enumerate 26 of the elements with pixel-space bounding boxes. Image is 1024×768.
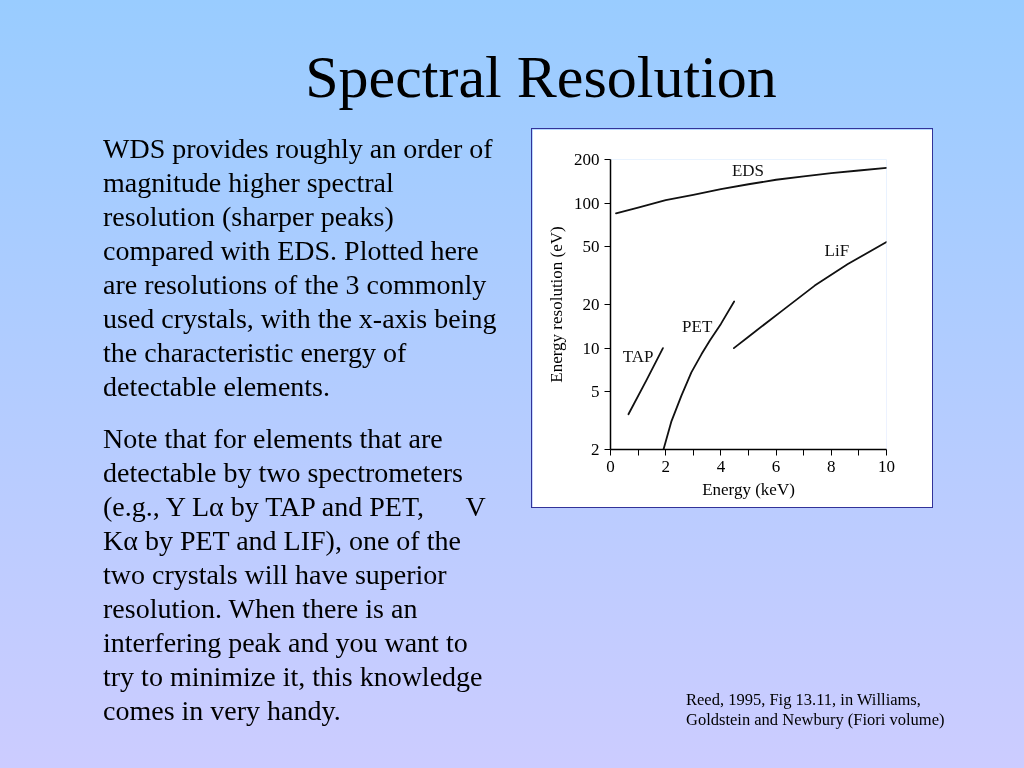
y-tick-label: 20 — [582, 295, 600, 314]
x-tick-label: 2 — [661, 456, 670, 476]
x-tick-label: 10 — [878, 456, 895, 476]
y-tick-label: 100 — [574, 193, 600, 213]
x-tick-label: 0 — [606, 456, 615, 476]
x-tick-label: 6 — [771, 456, 781, 476]
y-tick-label: 2 — [591, 440, 600, 459]
series-label: TAP — [622, 346, 654, 366]
x-tick-label: 8 — [827, 456, 836, 476]
y-tick-label: 200 — [574, 150, 600, 169]
line-series — [662, 300, 736, 450]
chart-title: Spectral Resolution — [304, 43, 778, 112]
x-axis-title: Energy (keV) — [702, 479, 795, 499]
x-tick-label: 4 — [716, 456, 726, 476]
text: Reed, 1995, Fig 13.11, in Williams, Goldstein and Newbury (Fiori volume) — [685, 689, 946, 730]
y-tick-label: 10 — [582, 338, 600, 358]
y-tick-label: 5 — [591, 382, 600, 402]
text: Note that for elements that are detectable by two spectrometers (e.g., Y Lα by TAP and PET, V Kα by PET and LIF), one of the two crystals will have superior resolution. When there is an interfering peak and you want to try to minimize it, this knowledge comes in very handy. — [103, 423, 486, 726]
series-label: PET — [682, 316, 713, 336]
line-series — [615, 167, 887, 215]
series-label: EDS — [731, 161, 765, 181]
series-label: LiF — [824, 241, 850, 261]
y-axis-title: Energy resolution (eV) — [547, 226, 566, 383]
text: WDS provides roughly an order of magnitude higher spectral resolution (sharper peaks) compared with EDS. Plotted here are resolutions of the 3 commonly used crystals, with the x-axis being the characteristic energy of detectable elements. — [103, 132, 498, 404]
y-tick-label: 50 — [582, 237, 600, 257]
line-series — [732, 241, 887, 350]
